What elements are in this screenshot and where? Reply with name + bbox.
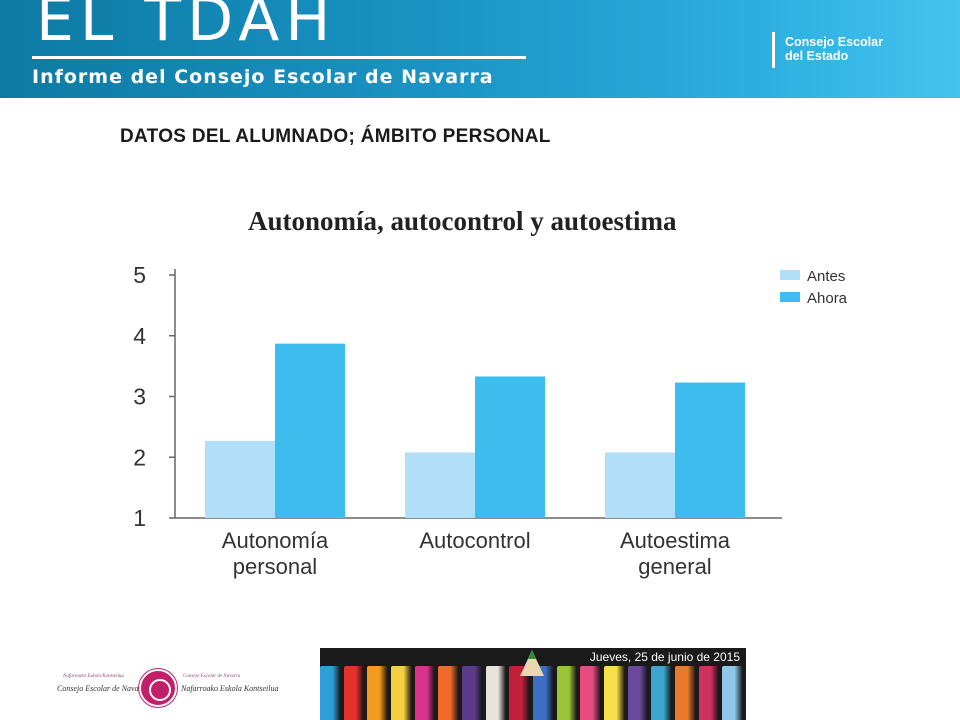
pencil-2	[367, 666, 389, 720]
logo-right-small-text: Consejo Escolar de Navarra	[183, 674, 241, 679]
pencil-strip	[320, 666, 746, 720]
legend-swatch-ahora	[780, 292, 800, 302]
org-name-line1: Consejo Escolar	[785, 35, 883, 49]
pencil-8	[509, 666, 531, 720]
y-tick-label: 2	[133, 444, 146, 470]
bar-ahora-0	[275, 343, 345, 518]
pencil-10	[556, 666, 578, 720]
bar-ahora-2	[675, 382, 745, 518]
seal-icon	[139, 669, 177, 707]
header-divider	[32, 56, 526, 59]
pencil-13	[627, 666, 649, 720]
y-tick-label: 3	[133, 384, 146, 410]
logo-left-small-text: Nafarroako Eskola Kontseilua	[63, 674, 124, 679]
banner-date: Jueves, 25 de junio de 2015	[589, 650, 740, 664]
legend-label-antes: Antes	[807, 268, 845, 285]
x-category-label: Autoestima	[620, 528, 731, 553]
pencil-5	[438, 666, 460, 720]
x-category-label: general	[638, 554, 711, 579]
logo-right-text: Nafarroako Eskola Kontseilua	[181, 684, 279, 693]
consejo-escolar-navarra-logo: Nafarroako Eskola Kontseilua Consejo Esc…	[55, 668, 279, 708]
section-title: DATOS DEL ALUMNADO; ÁMBITO PERSONAL	[120, 126, 551, 147]
y-tick-label: 5	[133, 262, 146, 288]
pencil-3	[391, 666, 412, 720]
pencil-7	[485, 666, 507, 720]
pencil-9	[533, 666, 554, 720]
chart-title: Autonomía, autocontrol y autoestima	[248, 206, 677, 236]
pencil-4	[414, 666, 436, 720]
pencil-banner: Jueves, 25 de junio de 2015	[320, 648, 746, 720]
header-subtitle: Informe del Consejo Escolar de Navarra	[32, 66, 494, 88]
header-title: EL TDAH	[36, 0, 337, 55]
pencil-1	[343, 666, 365, 720]
pencil-0	[320, 666, 341, 720]
bar-antes-2	[605, 452, 675, 518]
pencil-lead-icon	[528, 650, 536, 659]
y-tick-label: 1	[133, 505, 146, 531]
bar-antes-0	[205, 440, 275, 518]
pencil-6	[462, 666, 483, 720]
org-divider	[772, 32, 775, 68]
pencil-14	[651, 666, 673, 720]
pencil-15	[675, 666, 696, 720]
legend-swatch-antes	[780, 270, 800, 280]
pencil-16	[698, 666, 720, 720]
x-category-label: Autocontrol	[419, 528, 530, 553]
x-category-label: Autonomía	[222, 528, 329, 553]
y-tick-label: 4	[133, 323, 146, 349]
bar-ahora-1	[475, 376, 545, 518]
pencil-17	[722, 666, 744, 720]
org-name-line2: del Estado	[785, 49, 849, 63]
pencil-11	[580, 666, 602, 720]
pencil-12	[604, 666, 625, 720]
header-banner: EL TDAH Informe del Consejo Escolar de N…	[0, 0, 960, 98]
x-category-label: personal	[233, 554, 317, 579]
bar-antes-1	[405, 452, 475, 518]
logo-left-text: Consejo Escolar de Navarra	[57, 684, 149, 693]
legend-label-ahora: Ahora	[807, 290, 848, 307]
